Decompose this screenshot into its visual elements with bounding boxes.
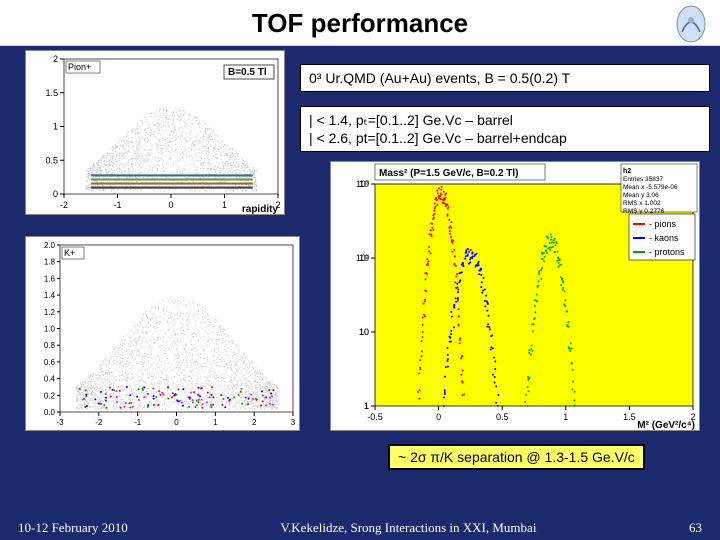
footer-author: V.Kekelidze, Srong Interactions in XXI, … — [280, 520, 536, 536]
svg-text:Pion+: Pion+ — [68, 62, 91, 72]
coverage-line1: | < 1.4, pₜ=[0.1..2] Ge.Vc – barrel — [309, 111, 701, 129]
footer-page: 63 — [689, 520, 702, 536]
svg-text:-2: -2 — [60, 200, 68, 210]
svg-text:0: 0 — [53, 189, 58, 199]
logo-icon — [672, 2, 710, 46]
separation-badge: ~ 2σ π/K separation @ 1.3-1.5 Ge.V/c — [388, 444, 645, 470]
svg-text:1.5: 1.5 — [45, 88, 58, 98]
footer-date: 10-12 February 2010 — [18, 520, 128, 536]
svg-text:rapidity: rapidity — [242, 204, 279, 215]
svg-text:1: 1 — [53, 122, 58, 132]
svg-text:-1: -1 — [113, 200, 121, 210]
chart-barrel-endcap: -3-2-101230.00.20.40.60.81.01.21.41.61.8… — [25, 236, 300, 431]
events-info: 0³ Ur.QMD (Au+Au) events, B = 0.5(0.2) T — [300, 64, 710, 92]
content-area: Barrel 0³ Ur.QMD (Au+Au) events, B = 0.5… — [0, 46, 720, 516]
chart-barrel: -2-101200.511.52rapiditypt (GeV/c)Pion+B… — [25, 50, 285, 215]
coverage-info: | < 1.4, pₜ=[0.1..2] Ge.Vc – barrel | < … — [300, 106, 710, 152]
svg-text:0.5: 0.5 — [45, 155, 58, 165]
events-text: 0³ Ur.QMD (Au+Au) events, B = 0.5(0.2) T — [309, 70, 570, 86]
footer: 10-12 February 2010 V.Kekelidze, Srong I… — [0, 520, 720, 536]
svg-text:0: 0 — [168, 200, 173, 210]
svg-text:B=0.5 Tl: B=0.5 Tl — [228, 67, 267, 78]
svg-text:1: 1 — [222, 200, 227, 210]
chart-mass2: Mass² (P=1.5 GeV/c, B=0.2 Tl)h2Entries 3… — [330, 161, 700, 431]
svg-text:2: 2 — [53, 54, 58, 64]
coverage-line2: | < 2.6, pt=[0.1..2] Ge.Vc – barrel+endc… — [309, 129, 701, 147]
page-title: TOF performance — [0, 0, 720, 46]
